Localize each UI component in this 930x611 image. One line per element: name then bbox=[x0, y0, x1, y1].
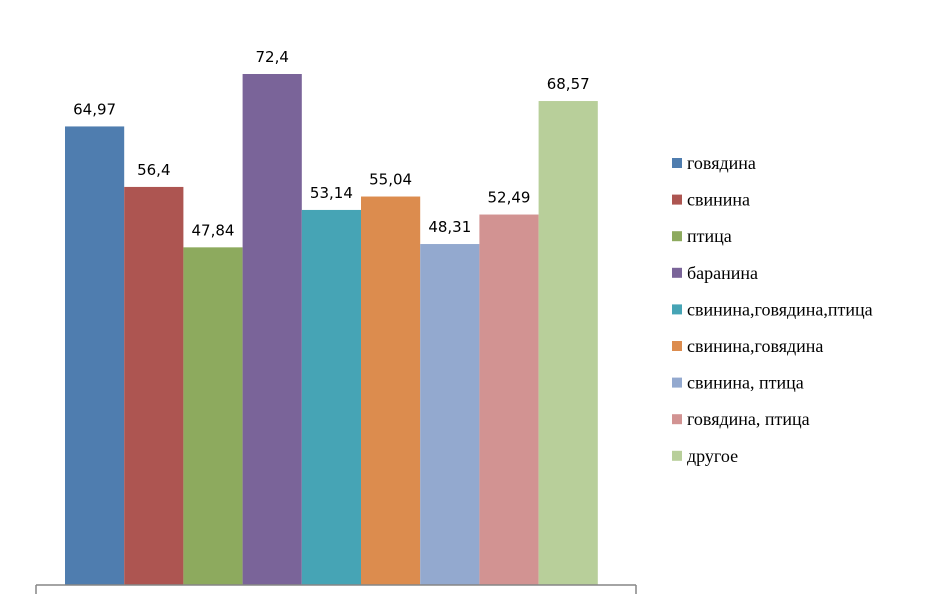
legend-swatch-3 bbox=[672, 231, 682, 242]
legend-swatch-8 bbox=[672, 414, 682, 425]
legend-label-3: птица bbox=[687, 226, 732, 246]
legend: говядина свинина птица баранина свинина,говя… bbox=[672, 153, 873, 466]
legend-swatch-1 bbox=[672, 158, 682, 168]
legend-label-6: свинина,говядина bbox=[687, 336, 823, 356]
data-label-2: 56,4 bbox=[137, 161, 170, 179]
legend-swatch-7 bbox=[672, 377, 682, 388]
bar-2 bbox=[124, 186, 184, 585]
legend-label-8: говядина, птица bbox=[687, 409, 810, 429]
data-label-6: 55,04 bbox=[369, 171, 412, 189]
bar-6 bbox=[361, 196, 421, 585]
bar-9 bbox=[538, 101, 598, 585]
data-label-3: 47,84 bbox=[192, 221, 235, 239]
data-label-1: 64,97 bbox=[73, 100, 116, 118]
bar-5 bbox=[301, 209, 361, 585]
legend-label-5: свинина,говядина,птица bbox=[687, 299, 873, 319]
legend-label-2: свинина bbox=[687, 190, 750, 210]
bars-group bbox=[65, 74, 598, 585]
legend-label-7: свинина, птица bbox=[687, 373, 804, 393]
data-label-9: 68,57 bbox=[547, 75, 590, 93]
legend-swatch-5 bbox=[672, 304, 682, 315]
legend-label-1: говядина bbox=[687, 153, 756, 173]
bar-1 bbox=[65, 126, 125, 585]
legend-swatch-4 bbox=[672, 267, 682, 278]
bar-8 bbox=[479, 214, 539, 585]
data-label-8: 52,49 bbox=[488, 189, 531, 207]
legend-swatch-9 bbox=[672, 450, 682, 461]
data-label-7: 48,31 bbox=[428, 218, 471, 236]
bar-3 bbox=[183, 247, 243, 585]
legend-swatch-2 bbox=[672, 194, 682, 205]
data-labels-group: 64,97 56,4 47,84 72,4 53,14 55,04 48,31 52,49 68… bbox=[73, 48, 590, 239]
bar-4 bbox=[242, 74, 302, 585]
bar-7 bbox=[420, 244, 480, 585]
legend-swatch-6 bbox=[672, 341, 682, 351]
data-label-4: 72,4 bbox=[255, 48, 288, 66]
legend-label-4: баранина bbox=[687, 263, 758, 283]
data-label-5: 53,14 bbox=[310, 184, 353, 202]
legend-label-9: другое bbox=[687, 446, 738, 466]
